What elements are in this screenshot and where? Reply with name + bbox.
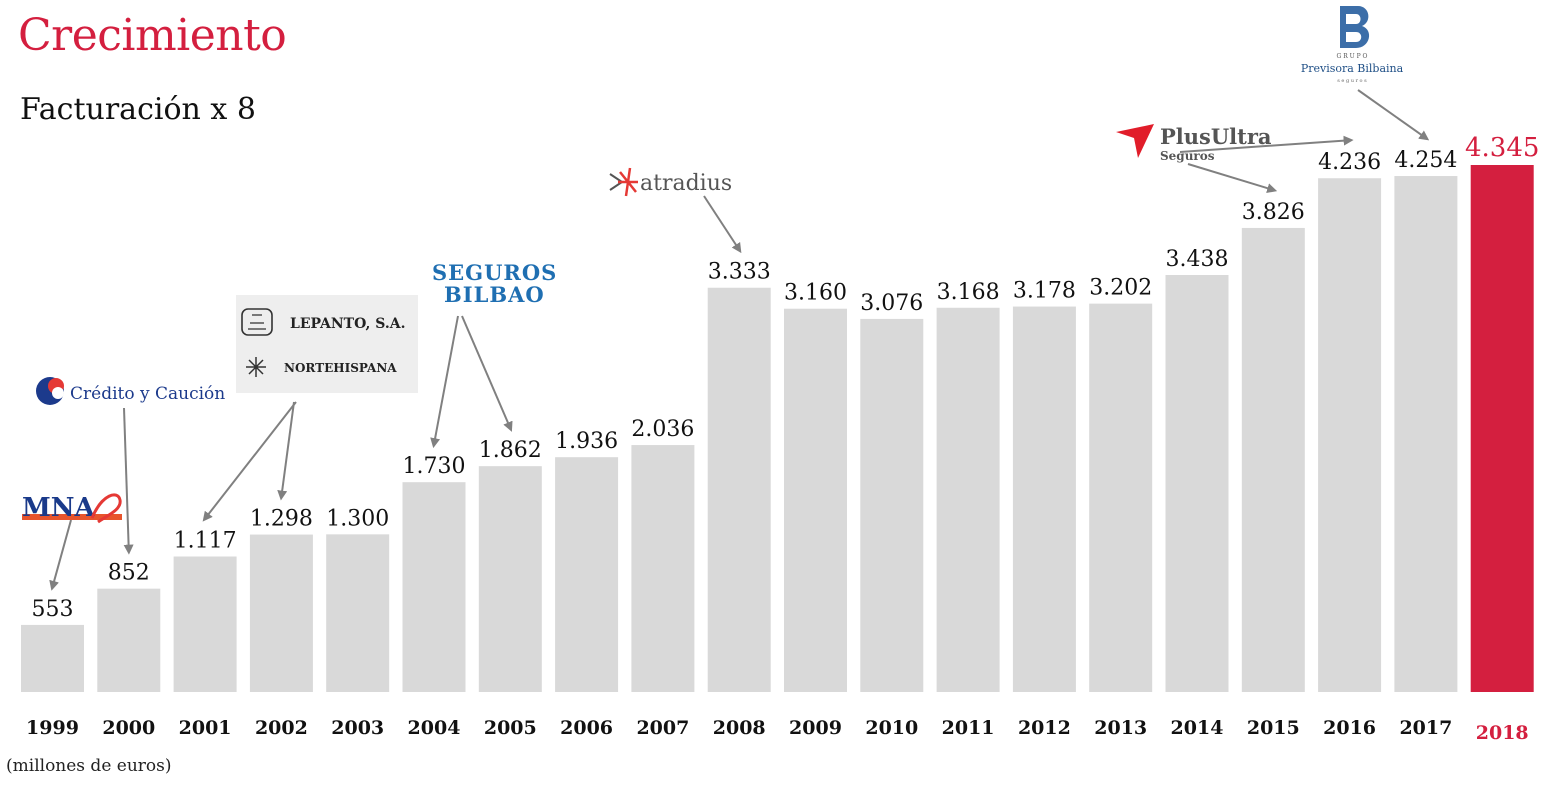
value-label-2007: 2.036 bbox=[631, 417, 694, 442]
category-label-2007: 2007 bbox=[636, 717, 689, 739]
category-label-2005: 2005 bbox=[484, 717, 537, 739]
bar-2016 bbox=[1318, 178, 1382, 693]
arrow-plus-ultra-logo-to-2015 bbox=[1187, 163, 1278, 193]
bar-2017 bbox=[1394, 176, 1458, 692]
bar-2015 bbox=[1241, 227, 1305, 692]
value-label-2016: 4.236 bbox=[1318, 150, 1381, 175]
bar-2009 bbox=[784, 308, 847, 692]
credito-y-caucion-logo: Crédito y Caución bbox=[36, 377, 225, 405]
value-label-2011: 3.168 bbox=[937, 280, 1000, 305]
value-label-2010: 3.076 bbox=[860, 291, 923, 316]
category-label-2017: 2017 bbox=[1399, 717, 1452, 739]
atradius-logo: atradius bbox=[609, 167, 732, 197]
arrow-seguros-bilbao-logo-to-2005 bbox=[461, 315, 513, 432]
value-label-2008: 3.333 bbox=[708, 260, 771, 285]
previsora-logo-text: Previsora Bilbaina bbox=[1301, 62, 1404, 75]
units-footnote: (millones de euros) bbox=[6, 756, 172, 776]
arrow-previsora-bilbaina-logo-to-2017 bbox=[1357, 89, 1430, 141]
atradius-logo-text: atradius bbox=[640, 171, 732, 196]
bar-1999 bbox=[21, 624, 84, 692]
category-label-2000: 2000 bbox=[102, 717, 155, 739]
category-label-2009: 2009 bbox=[789, 717, 842, 739]
bar-2008 bbox=[707, 287, 771, 692]
value-label-2015: 3.826 bbox=[1242, 200, 1305, 225]
value-label-2014: 3.438 bbox=[1166, 247, 1229, 272]
annotation-arrows bbox=[49, 89, 1430, 591]
value-label-2002: 1.298 bbox=[250, 507, 313, 532]
category-label-2004: 2004 bbox=[408, 717, 461, 739]
bar-2003 bbox=[326, 534, 390, 692]
plus-ultra-seguros-text: Seguros bbox=[1160, 149, 1215, 163]
arrow-atradius-logo-to-2008 bbox=[703, 195, 742, 254]
chart-title: Crecimiento bbox=[18, 10, 287, 61]
value-label-2012: 3.178 bbox=[1013, 279, 1076, 304]
bar-2013 bbox=[1089, 303, 1153, 692]
value-label-2006: 1.936 bbox=[555, 429, 618, 454]
plus-ultra-logo-text: PlusUltra bbox=[1160, 124, 1272, 149]
category-label-2015: 2015 bbox=[1247, 717, 1300, 739]
nortehispana-logo-text: NORTEHISPANA bbox=[284, 361, 397, 375]
arrow-plus-ultra-logo-to-2016 bbox=[1179, 135, 1354, 153]
value-label-1999: 553 bbox=[32, 597, 74, 622]
chart-subtitle: Facturación x 8 bbox=[20, 92, 256, 127]
category-label-2008: 2008 bbox=[713, 717, 766, 739]
category-label-2006: 2006 bbox=[560, 717, 613, 739]
bar-2000 bbox=[97, 588, 161, 692]
bar-2002 bbox=[249, 534, 313, 692]
previsora-bilbaina-logo: G R U P O Previsora Bilbaina s e g u r o… bbox=[1301, 6, 1404, 84]
value-label-2013: 3.202 bbox=[1089, 276, 1152, 301]
bar-2018 bbox=[1470, 165, 1534, 692]
bar-2005 bbox=[478, 466, 542, 692]
bar-2006 bbox=[555, 457, 619, 692]
mna-logo: MNA bbox=[22, 493, 122, 524]
value-label-2003: 1.300 bbox=[326, 506, 389, 531]
value-label-2004: 1.730 bbox=[403, 454, 466, 479]
lepanto-logo-text: LEPANTO, S.A. bbox=[290, 316, 405, 332]
seguros-bilbao-line2: BILBAO bbox=[444, 282, 545, 307]
bars-group bbox=[21, 165, 1534, 693]
category-label-2013: 2013 bbox=[1094, 717, 1147, 739]
seguros-bilbao-logo: SEGUROS BILBAO bbox=[432, 260, 557, 307]
bar-2011 bbox=[936, 307, 1000, 692]
arrow-mna-logo-to-1999 bbox=[49, 519, 72, 591]
mna-logo-text: MNA bbox=[22, 493, 96, 523]
bar-2012 bbox=[1012, 306, 1076, 692]
credito-logo-text: Crédito y Caución bbox=[70, 384, 225, 404]
arrow-seguros-bilbao-logo-to-2004 bbox=[430, 315, 459, 449]
bar-2001 bbox=[173, 556, 237, 692]
value-label-2017: 4.254 bbox=[1394, 148, 1457, 173]
category-label-1999: 1999 bbox=[26, 717, 79, 739]
value-labels-group: 553 852 1.117 1.298 1.300 1.730 1.862 1.936 2.03… bbox=[32, 133, 1540, 622]
value-label-2000: 852 bbox=[108, 561, 150, 586]
previsora-grupo-text: G R U P O bbox=[1337, 53, 1368, 60]
bar-2014 bbox=[1165, 275, 1229, 692]
value-label-2005: 1.862 bbox=[479, 438, 542, 463]
category-label-2010: 2010 bbox=[865, 717, 918, 739]
category-label-2012: 2012 bbox=[1018, 717, 1071, 739]
category-label-2016: 2016 bbox=[1323, 717, 1376, 739]
bar-2010 bbox=[860, 318, 924, 692]
arrow-lepanto-nortehispana-logo-to-2002 bbox=[277, 401, 295, 501]
category-labels-group: 1999 2000 2001 2002 2003 2004 2005 2006 2007 2008… bbox=[26, 717, 1529, 744]
value-label-2001: 1.117 bbox=[174, 529, 237, 554]
category-label-2018: 2018 bbox=[1476, 722, 1529, 744]
plus-ultra-logo: PlusUltra Seguros bbox=[1116, 124, 1272, 163]
category-label-2001: 2001 bbox=[179, 717, 232, 739]
seguros-bilbao-line1: SEGUROS bbox=[432, 260, 557, 285]
category-label-2002: 2002 bbox=[255, 717, 308, 739]
category-label-2003: 2003 bbox=[331, 717, 384, 739]
arrow-lepanto-nortehispana-logo-to-2001 bbox=[202, 401, 297, 522]
bar-2004 bbox=[402, 482, 466, 692]
value-label-2009: 3.160 bbox=[784, 281, 847, 306]
category-label-2011: 2011 bbox=[942, 717, 995, 739]
value-label-2018: 4.345 bbox=[1465, 133, 1539, 163]
lepanto-nortehispana-logo: LEPANTO, S.A. NORTEHISPANA bbox=[236, 295, 418, 393]
previsora-seguros-text: s e g u r o s bbox=[1337, 78, 1367, 84]
arrow-credito-y-caucion-logo-to-2000 bbox=[123, 407, 134, 555]
bar-2007 bbox=[631, 445, 695, 692]
category-label-2014: 2014 bbox=[1171, 717, 1224, 739]
